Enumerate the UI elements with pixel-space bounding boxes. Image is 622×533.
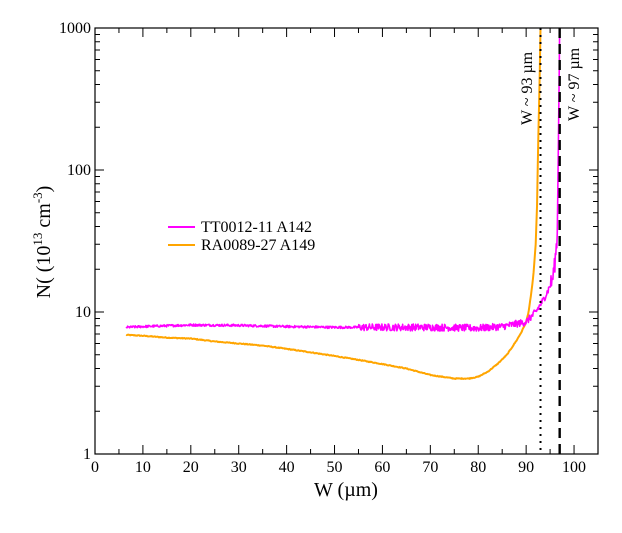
x-tick-label: 90 [518, 459, 534, 476]
x-tick-label: 80 [470, 459, 486, 476]
series-line-0 [125, 28, 561, 332]
plot-frame [94, 27, 599, 455]
legend: TT0012-11 A142 RA0089-27 A149 [168, 219, 315, 254]
y-label-mid: cm [33, 203, 55, 233]
x-tick-label: 100 [562, 459, 586, 476]
y-label-prefix: N( (10 [33, 246, 55, 299]
x-tick-label: 40 [279, 459, 295, 476]
y-axis-label: N( (1013 cm-3) [30, 186, 55, 299]
x-tick-label: 70 [422, 459, 438, 476]
annotation-w93: W ~ 93 µm [519, 51, 536, 125]
series-line-1 [125, 28, 542, 380]
x-axis-label: W (µm) [314, 479, 378, 501]
series-layer [125, 28, 561, 380]
y-tick-label: 1 [83, 446, 91, 463]
x-tick-label: 50 [327, 459, 343, 476]
y-label-exp1: 13 [30, 233, 45, 246]
y-tick-label: 10 [75, 304, 91, 321]
x-tick-label: 60 [374, 459, 390, 476]
y-tick-label: 1000 [59, 20, 91, 37]
vline-layer [539, 28, 561, 454]
y-label-suffix: ) [33, 186, 55, 193]
x-tick-label: 20 [183, 459, 199, 476]
annotation-w97: W ~ 97 µm [566, 47, 583, 121]
y-label-exp2: -3 [30, 192, 45, 203]
x-tick-label: 10 [135, 459, 151, 476]
y-tick-label: 100 [67, 162, 91, 179]
legend-label-ra0089: RA0089-27 A149 [201, 237, 315, 254]
x-tick-label: 0 [91, 459, 99, 476]
x-tick-label: 30 [231, 459, 247, 476]
legend-label-tt0012: TT0012-11 A142 [201, 219, 312, 236]
